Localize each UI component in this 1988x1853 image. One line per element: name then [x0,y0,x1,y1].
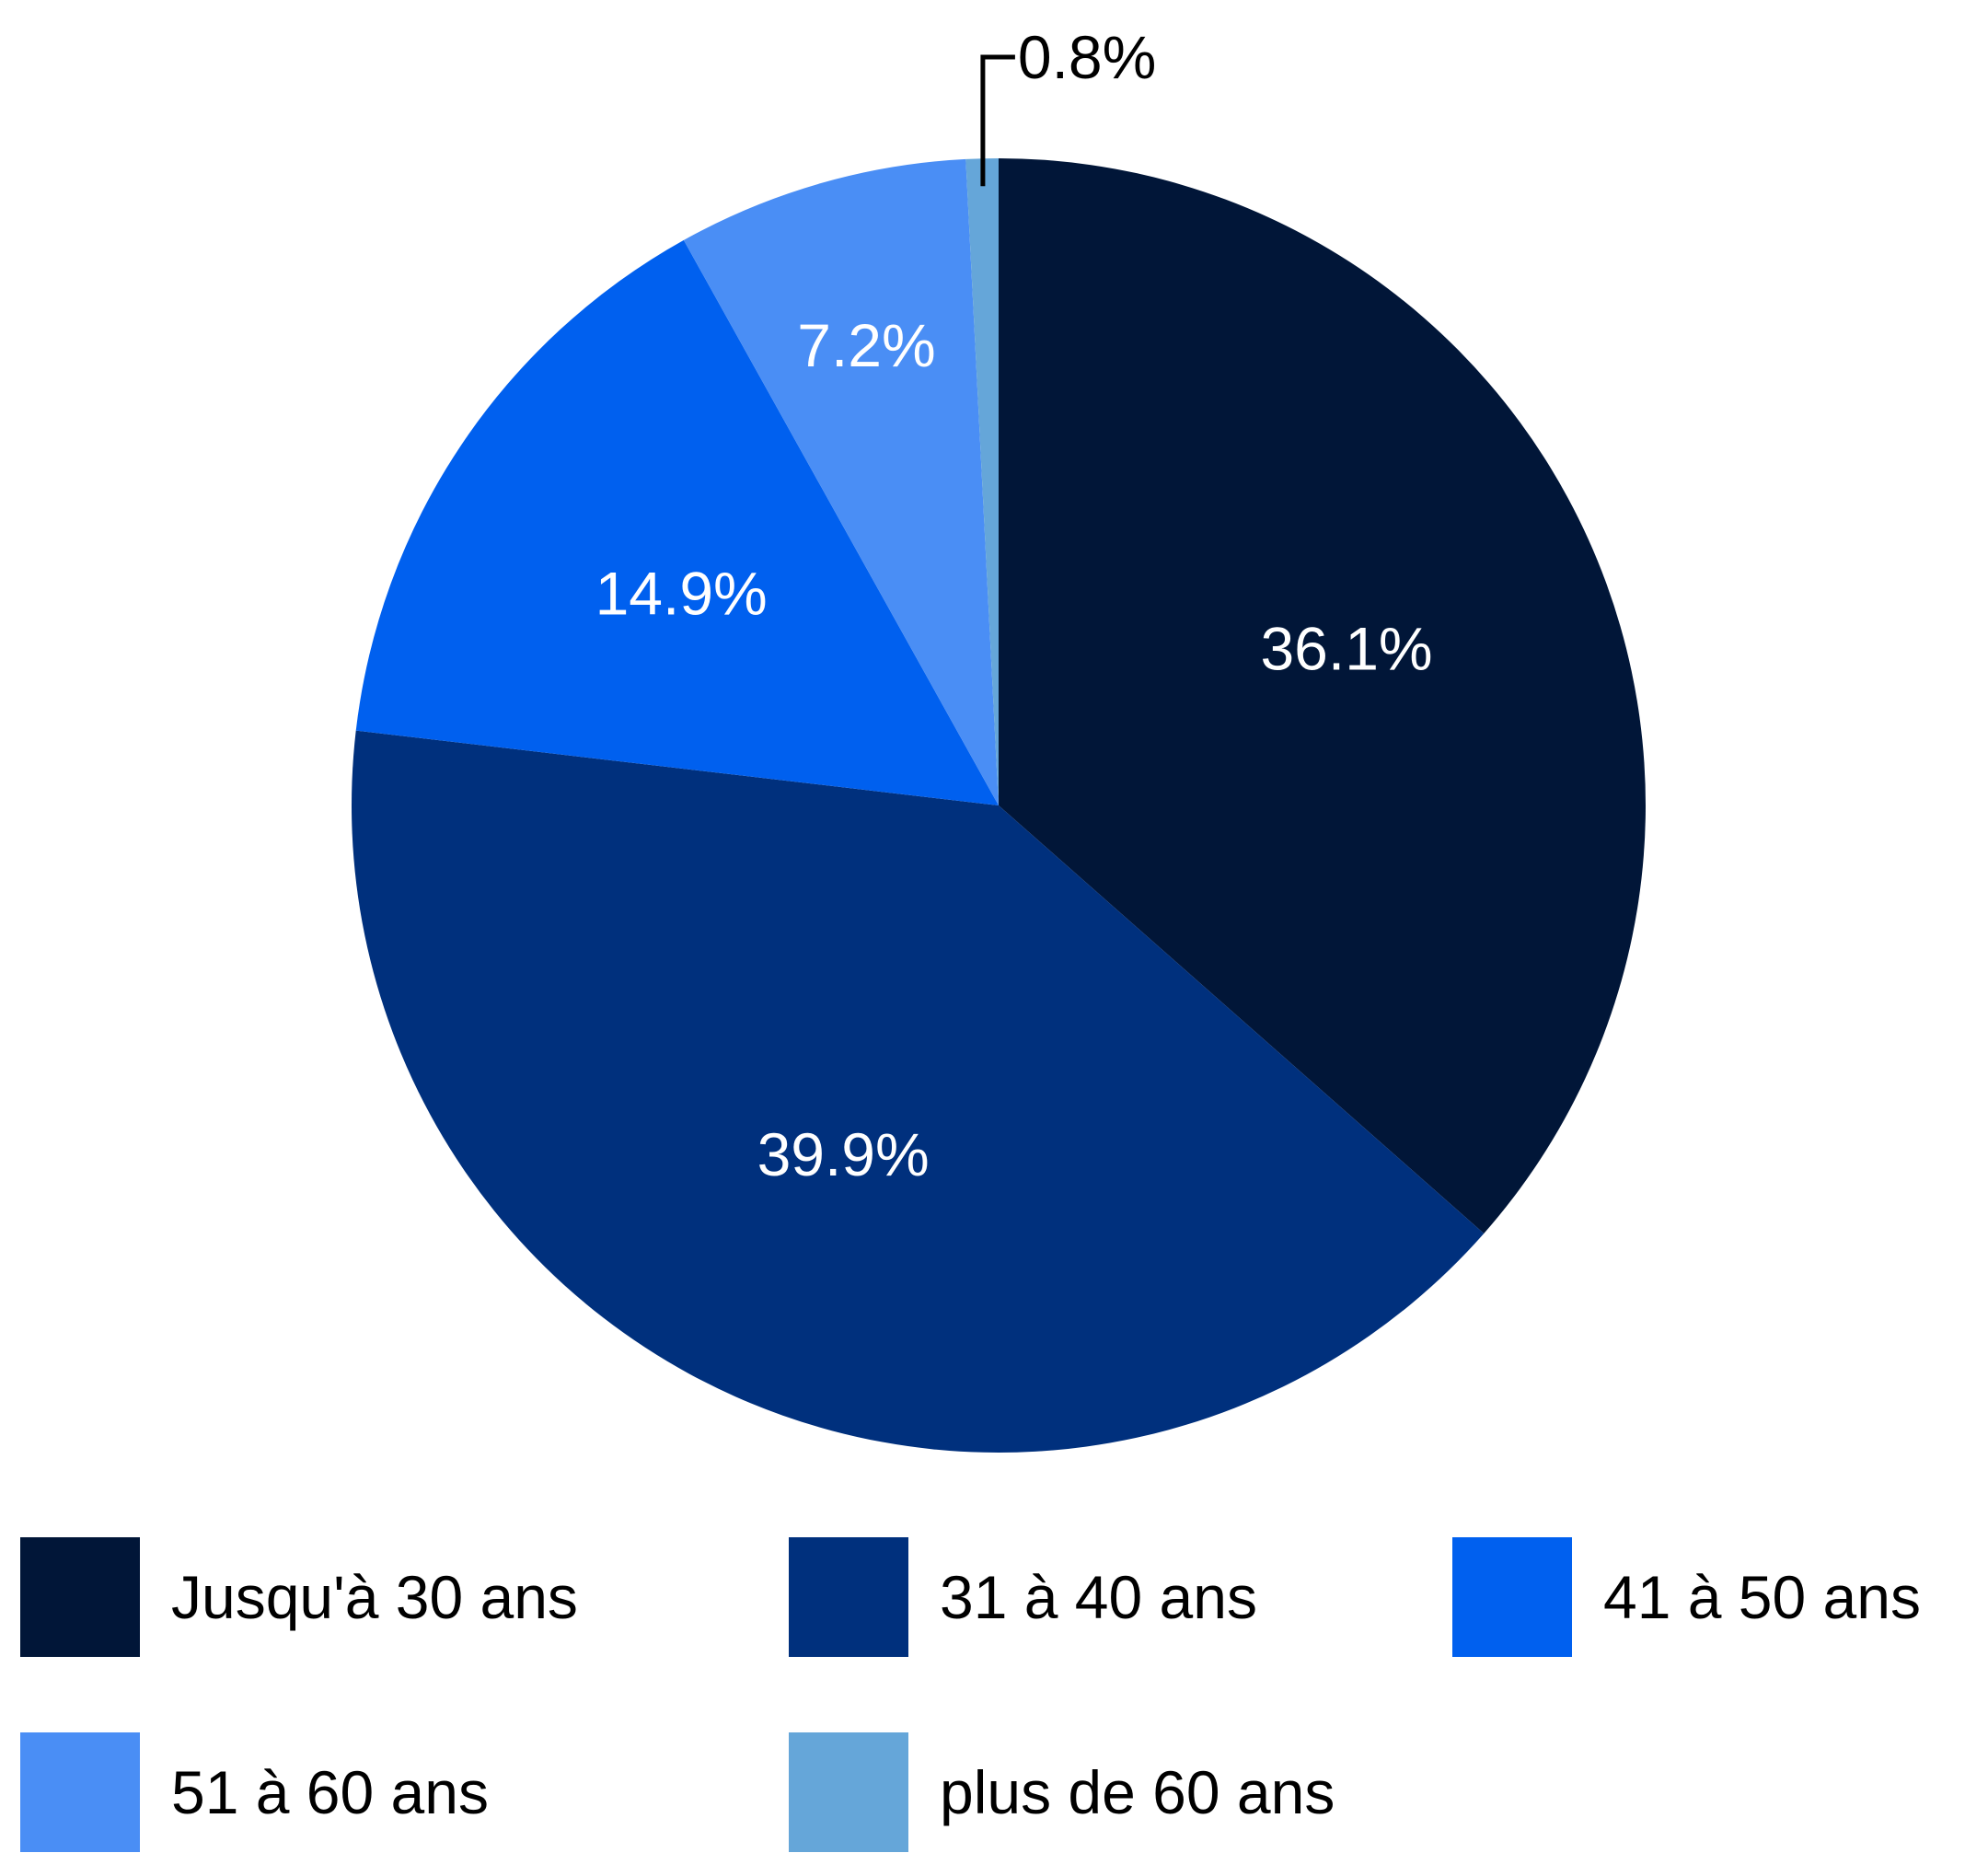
pie-slice-labels: 36.1% 39.9% 14.9% 7.2% [595,311,1433,1188]
slice-value-label: 0.8% [1018,23,1156,91]
legend: Jusqu'à 30 ans 31 à 40 ans 41 à 50 ans 5… [0,1528,1988,1853]
slice-value-label: 36.1% [1260,614,1432,682]
legend-swatch [20,1732,140,1852]
legend-swatch [789,1732,908,1852]
legend-item-41-50: 41 à 50 ans [1452,1537,1921,1657]
legend-item-jusqua-30: Jusqu'à 30 ans [20,1537,578,1657]
pie-slice [352,730,1485,1453]
pie-slice [965,158,999,805]
legend-item-plus-60: plus de 60 ans [789,1732,1335,1852]
legend-swatch [20,1537,140,1657]
legend-label: 51 à 60 ans [171,1758,489,1826]
pie-callouts: 0.8% [980,23,1156,187]
legend-label: 31 à 40 ans [940,1563,1257,1631]
legend-item-31-40: 31 à 40 ans [789,1537,1257,1657]
pie-slice [683,158,999,805]
pie-slice [355,239,1000,805]
pie-slices [352,158,1647,1453]
legend-item-51-60: 51 à 60 ans [20,1732,489,1852]
slice-value-label: 7.2% [797,311,935,379]
legend-swatch [1452,1537,1572,1657]
legend-label: 41 à 50 ans [1603,1563,1921,1631]
slice-value-label: 14.9% [595,559,768,627]
pie-slice [999,158,1647,1233]
legend-label: Jusqu'à 30 ans [171,1563,578,1631]
legend-swatch [789,1537,908,1657]
slice-value-label: 39.9% [757,1120,930,1188]
legend-label: plus de 60 ans [940,1758,1335,1826]
callout-leader-line [980,54,1015,187]
